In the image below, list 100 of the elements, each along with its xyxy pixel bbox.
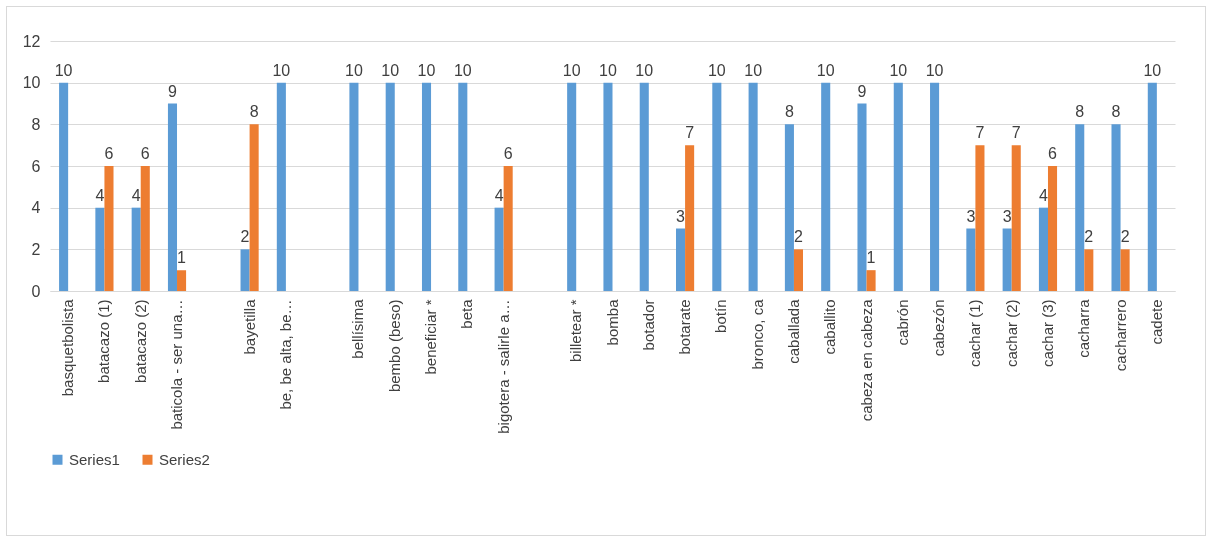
data-label: 10	[599, 61, 617, 79]
bar	[603, 82, 613, 291]
data-label: 2	[794, 228, 804, 246]
data-label: 6	[1048, 145, 1058, 162]
data-label: 6	[503, 145, 513, 162]
bar	[1075, 124, 1085, 291]
bar	[1038, 207, 1048, 291]
bar	[385, 82, 395, 291]
bar	[930, 82, 940, 291]
data-label: 7	[685, 124, 695, 142]
x-tick-label: batacazo (2)	[131, 299, 149, 383]
data-label: 8	[1111, 103, 1121, 121]
x-tick-label: cadete	[1147, 299, 1165, 345]
data-label: 10	[417, 61, 436, 79]
bar	[748, 82, 758, 291]
data-label: 2	[1084, 228, 1094, 246]
data-label: 3	[1002, 207, 1012, 225]
bar	[639, 82, 649, 291]
y-tick-label: 12	[22, 32, 41, 50]
x-tick-label: bembo (beso)	[385, 299, 403, 393]
x-tick-label: batacazo (1)	[95, 299, 113, 383]
data-label: 9	[857, 82, 867, 100]
data-label: 8	[784, 103, 794, 121]
bar	[893, 82, 903, 291]
bar	[104, 166, 114, 291]
y-tick-label: 4	[31, 199, 41, 217]
bar	[59, 82, 69, 291]
x-tick-label: caballito	[821, 299, 839, 355]
bar	[249, 124, 259, 291]
x-tick-label: cabrón	[893, 299, 911, 346]
data-label: 6	[140, 145, 150, 162]
y-tick-label: 6	[31, 157, 41, 175]
bar	[1111, 124, 1121, 291]
bar	[503, 166, 513, 291]
data-label: 6	[104, 145, 114, 162]
data-label: 10	[272, 61, 291, 79]
bar	[1147, 82, 1157, 291]
bar	[276, 82, 286, 291]
data-label: 3	[966, 207, 976, 225]
data-label: 10	[453, 61, 472, 79]
x-tick-label: be, be alta, be…	[276, 299, 294, 410]
data-label: 1	[177, 249, 187, 267]
data-label: 8	[249, 103, 259, 121]
x-tick-label: cachar (3)	[1038, 299, 1056, 368]
data-label: 10	[54, 61, 73, 79]
x-tick-label: cabeza en cabeza	[857, 298, 875, 422]
bar	[167, 103, 178, 291]
bar	[784, 124, 794, 291]
x-tick-label: cachar (1)	[966, 299, 984, 368]
data-label: 1	[866, 249, 876, 267]
bar	[567, 82, 577, 291]
bar	[975, 145, 985, 291]
bar	[1120, 249, 1130, 291]
x-tick-label: baticola - ser una…	[168, 299, 186, 430]
bar	[240, 249, 250, 291]
x-tick-label: cachar (2)	[1002, 299, 1020, 368]
x-tick-label: beta	[458, 298, 476, 329]
bar	[821, 82, 831, 291]
data-label: 10	[1143, 61, 1162, 79]
x-tick-label: botarate	[676, 299, 694, 355]
data-label: 10	[707, 61, 726, 79]
bar	[793, 249, 804, 291]
bar	[676, 228, 686, 291]
data-label: 10	[635, 61, 654, 79]
x-tick-label: billetear *	[567, 299, 585, 363]
x-tick-label: bayetilla	[240, 298, 258, 355]
y-tick-label: 10	[22, 74, 41, 92]
bar	[349, 82, 359, 291]
bar	[857, 103, 867, 291]
y-tick-label: 8	[31, 115, 41, 133]
bar	[494, 207, 504, 291]
data-label: 4	[95, 186, 105, 204]
bar	[1047, 166, 1058, 291]
legend-label: Series1	[69, 450, 120, 468]
x-tick-label: cacharrero	[1111, 299, 1129, 372]
data-label: 10	[816, 61, 835, 79]
bar	[866, 270, 876, 291]
data-label: 10	[889, 61, 908, 79]
data-label: 10	[925, 61, 944, 79]
data-label: 4	[494, 186, 504, 204]
x-tick-label: caballada	[784, 298, 802, 364]
data-label: 7	[1011, 124, 1021, 142]
bar	[1002, 228, 1012, 291]
data-label: 10	[562, 61, 581, 79]
data-label: 2	[1120, 228, 1130, 246]
bar	[131, 207, 141, 291]
x-tick-label: cacharra	[1075, 298, 1093, 358]
bar	[712, 82, 722, 291]
bar	[1084, 249, 1094, 291]
x-tick-label: bomba	[603, 298, 621, 346]
x-tick-label: basquetbolista	[59, 298, 77, 397]
x-tick-label: bellísima	[349, 298, 367, 359]
bar	[685, 145, 695, 291]
x-tick-label: cabezón	[930, 299, 948, 357]
data-label: 3	[676, 207, 686, 225]
data-label: 4	[1038, 186, 1048, 204]
bar	[421, 82, 432, 291]
bar	[177, 270, 187, 291]
legend-label: Series2	[159, 450, 210, 468]
data-label: 7	[975, 124, 985, 142]
